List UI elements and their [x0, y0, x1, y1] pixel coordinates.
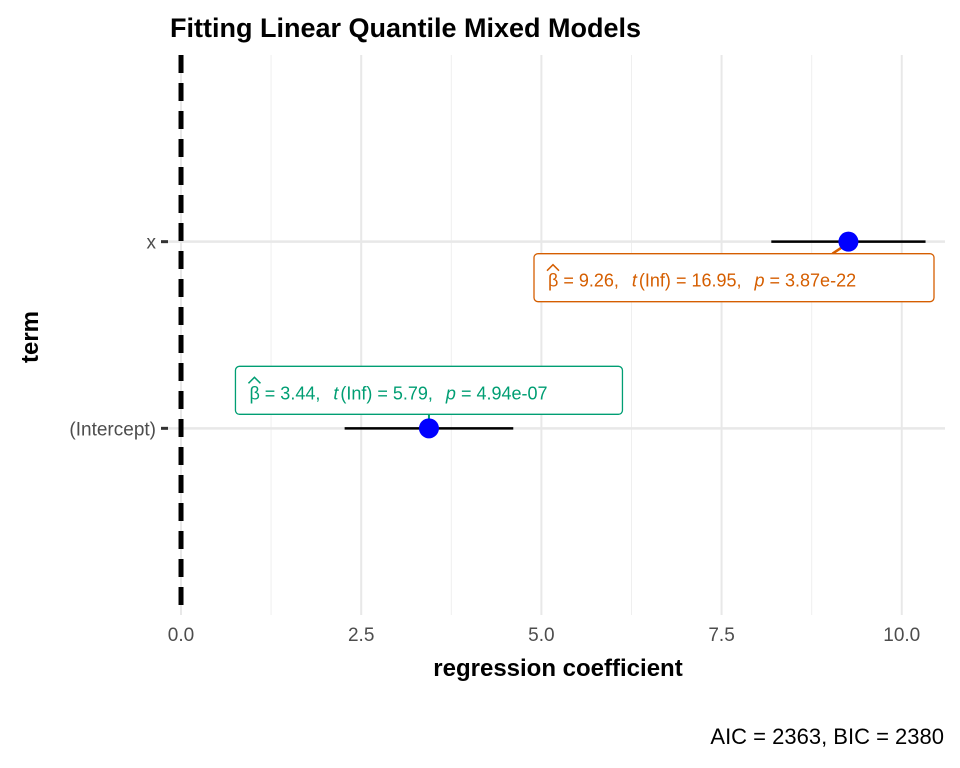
y-axis-title: term	[17, 311, 44, 363]
p-symbol: p	[754, 271, 765, 291]
y-tick-label: (Intercept)	[69, 419, 156, 440]
estimate-label-box	[533, 253, 935, 303]
y-tick-label: x	[147, 233, 157, 254]
y-axis: (Intercept) x	[69, 233, 168, 440]
chart-title: Fitting Linear Quantile Mixed Models	[170, 13, 641, 43]
x-tick-label: 7.5	[708, 625, 734, 646]
beta-hat-symbol: β	[548, 271, 558, 291]
estimate-point	[838, 231, 859, 252]
t-value: = 16.95,	[676, 271, 742, 291]
x-axis-title: regression coefficient	[433, 655, 682, 682]
p-value: = 4.94e-07	[461, 383, 548, 403]
hat-accent	[546, 263, 560, 272]
df-value: (Inf)	[340, 383, 372, 403]
estimate-label-text: β = 9.26, t (Inf) = 16.95, p = 3.87e-22	[548, 271, 856, 291]
p-symbol: p	[445, 383, 456, 403]
x-tick-label: 10.0	[883, 625, 920, 646]
x-axis: 0.0 2.5 5.0 7.5 10.0	[168, 625, 920, 646]
beta-value: = 9.26,	[563, 271, 619, 291]
t-symbol: t	[333, 383, 339, 403]
beta-hat-symbol: β	[249, 383, 259, 403]
estimate-point	[418, 418, 439, 439]
estimate-label: β = 3.44, t (Inf) = 5.79, p = 4.94e-07	[234, 365, 624, 415]
t-value: = 5.79,	[377, 383, 433, 403]
x-tick-label: 2.5	[348, 625, 374, 646]
hat-accent	[247, 376, 261, 384]
x-tick-label: 0.0	[168, 625, 194, 646]
x-tick-label: 5.0	[528, 625, 554, 646]
estimate-label-text: β = 3.44, t (Inf) = 5.79, p = 4.94e-07	[249, 383, 547, 403]
df-value: (Inf)	[639, 271, 671, 291]
t-symbol: t	[632, 271, 638, 291]
estimate-label-box	[234, 365, 624, 415]
estimate-label: β = 9.26, t (Inf) = 16.95, p = 3.87e-22	[533, 253, 935, 303]
caption: AIC = 2363, BIC = 2380	[710, 724, 944, 749]
p-value: = 3.87e-22	[770, 271, 857, 291]
marks: β = 3.44, t (Inf) = 5.79, p = 4.94e-07β = 9.26,…	[234, 231, 935, 439]
beta-value: = 3.44,	[265, 383, 321, 403]
